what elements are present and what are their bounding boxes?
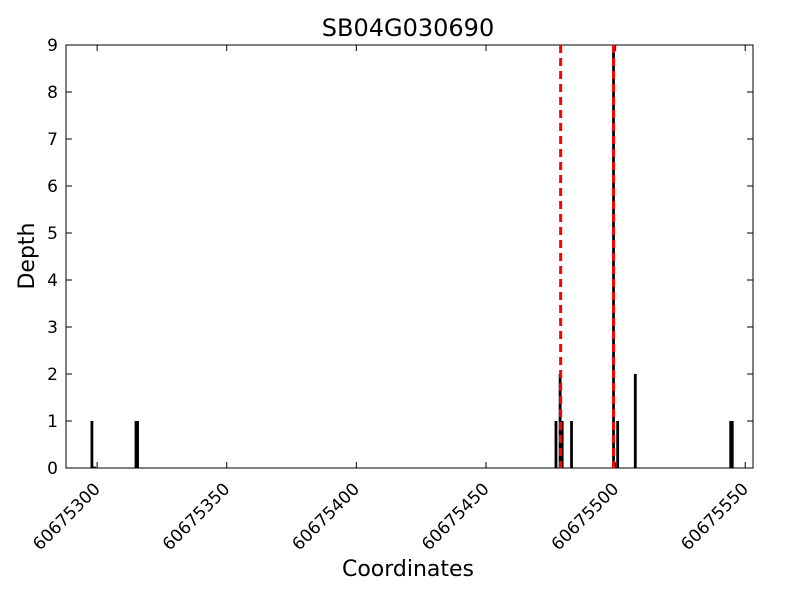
bar-1 (93, 466, 96, 468)
bar-3 (136, 421, 139, 468)
y-tick-label-6: 6 (47, 177, 58, 197)
bar-9 (616, 421, 620, 468)
plot-area: 0 1 2 3 4 5 6 7 8 9 60675300 60675350 60675400 606754… (29, 36, 754, 555)
bar-2 (134, 421, 138, 468)
x-tick-label-60675300: 60675300 (29, 479, 104, 554)
x-tick-label-60675350: 60675350 (159, 479, 234, 554)
y-tick-label-8: 8 (47, 83, 58, 103)
y-tick-label-0: 0 (47, 459, 58, 479)
y-tick-label-1: 1 (47, 412, 58, 432)
y-tick-label-9: 9 (47, 36, 58, 56)
y-tick-label-3: 3 (47, 318, 58, 338)
x-tick-label-60675450: 60675450 (418, 479, 493, 554)
bar-6 (560, 421, 564, 468)
y-axis-label: Depth (15, 222, 40, 289)
bar-7 (570, 421, 573, 468)
chart-title: SB04G030690 (322, 14, 494, 42)
bar-0 (90, 421, 94, 468)
y-tick-label-2: 2 (47, 365, 58, 385)
bar-12 (730, 421, 734, 468)
plot-frame (65, 44, 754, 469)
y-tick-label-7: 7 (47, 130, 58, 150)
y-tick-label-4: 4 (47, 271, 58, 291)
bar-11 (729, 421, 733, 468)
y-tick-label-5: 5 (47, 224, 58, 244)
x-tick-label-60675400: 60675400 (289, 479, 364, 554)
x-tick-label-60675550: 60675550 (677, 479, 752, 554)
x-axis-label: Coordinates (342, 557, 474, 582)
bar-4 (554, 421, 558, 468)
x-tick-label-60675500: 60675500 (548, 479, 623, 554)
bar-5 (558, 374, 562, 468)
bar-10 (633, 374, 637, 468)
